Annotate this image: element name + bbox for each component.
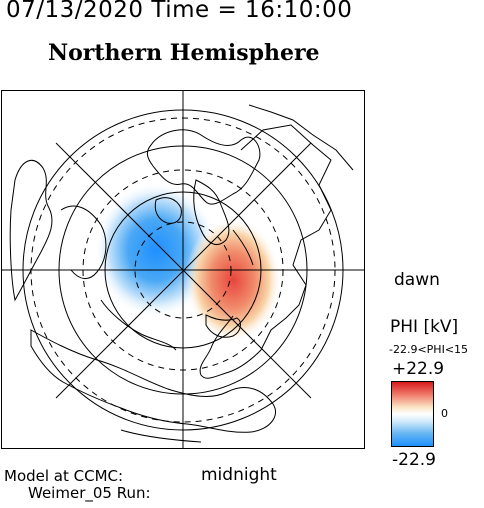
model-label: Model at CCMC: xyxy=(4,467,124,485)
positive-potential-cell xyxy=(185,218,281,342)
run-label: Weimer_05 Run: xyxy=(28,484,151,502)
colorbar-max-label: +22.9 xyxy=(392,359,445,379)
meridian-diagonal-2 xyxy=(55,142,312,399)
dawn-label: dawn xyxy=(394,270,440,290)
coastlines xyxy=(9,104,354,443)
midnight-label: midnight xyxy=(201,465,277,485)
colorbar-zero-label: 0 xyxy=(441,407,448,420)
colorbar-title: PHI [kV] xyxy=(390,317,459,337)
map-border xyxy=(1,90,365,449)
hemisphere-title: Northern Hemisphere xyxy=(48,40,320,66)
date-time-title: 07/13/2020 Time = 16:10:00 xyxy=(6,0,353,23)
colorbar-min-label: -22.9 xyxy=(392,450,436,470)
colorbar-range: -22.9<PHI<15 xyxy=(389,343,469,356)
polar-map xyxy=(1,90,365,449)
colorbar xyxy=(391,381,434,447)
